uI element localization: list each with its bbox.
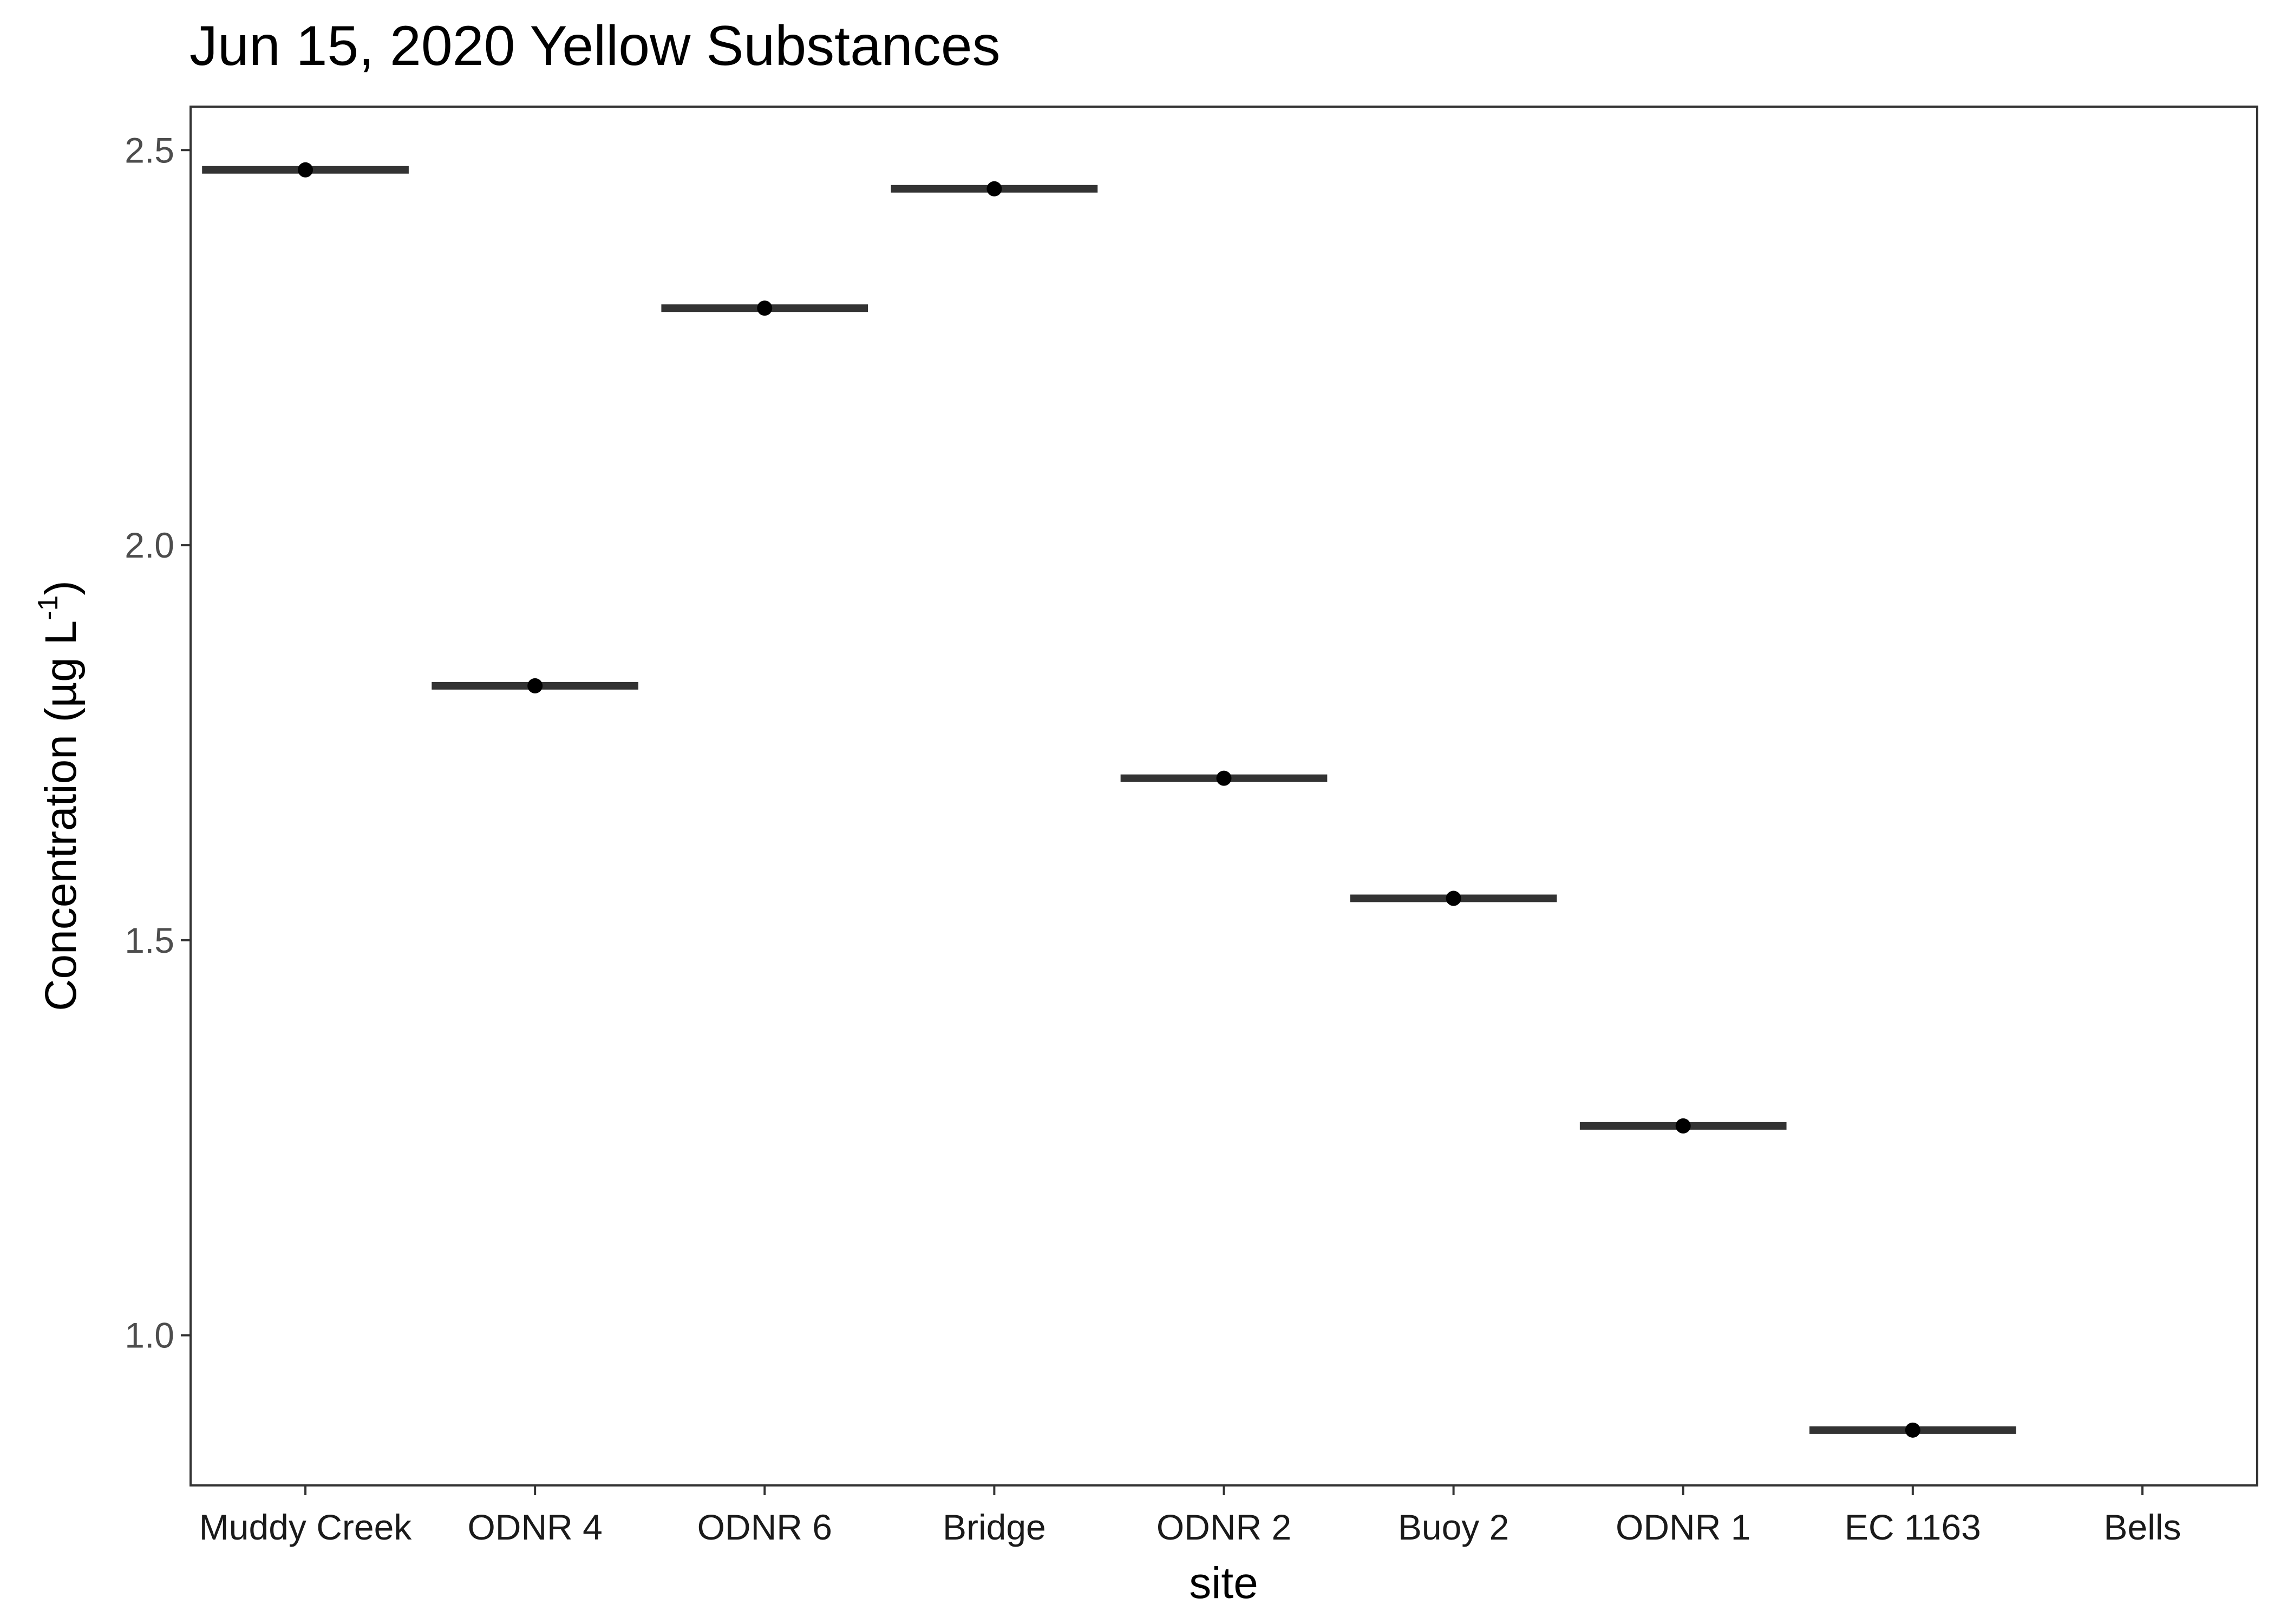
x-tick-label: ODNR 6: [697, 1507, 832, 1547]
x-tick-label: ODNR 4: [467, 1507, 602, 1547]
y-axis-title-close: ): [36, 580, 86, 595]
x-axis: Muddy Creek ODNR 4 ODNR 6 Bridge ODNR 2 Buoy …: [199, 1485, 2181, 1547]
data-point: [1216, 770, 1232, 786]
y-tick-label: 2.5: [125, 130, 174, 170]
data-point: [1446, 890, 1461, 906]
y-tick-label: 1.5: [125, 920, 174, 960]
y-axis-title: Concentration (µg L-1): [32, 580, 86, 1011]
chart-title: Jun 15, 2020 Yellow Substances: [190, 15, 1001, 77]
x-tick-label: Buoy 2: [1398, 1507, 1509, 1547]
x-tick-label: ODNR 2: [1156, 1507, 1291, 1547]
data-point: [527, 678, 543, 693]
y-tick-label: 2.0: [125, 525, 174, 565]
data-point: [986, 181, 1002, 197]
data-marks: [202, 162, 2016, 1438]
x-tick-label: EC 1163: [1845, 1507, 1981, 1547]
plot-panel: [190, 106, 2258, 1487]
y-tick-label: 1.0: [125, 1315, 174, 1355]
y-axis-title-superscript: -1: [32, 595, 64, 620]
y-axis: 1.0 1.5 2.0 2.5: [125, 130, 191, 1355]
data-point: [1905, 1422, 1920, 1438]
x-tick-label: ODNR 1: [1616, 1507, 1750, 1547]
data-point: [757, 300, 773, 316]
x-tick-label: Muddy Creek: [199, 1507, 412, 1547]
x-tick-label: Bridge: [943, 1507, 1046, 1547]
x-axis-title: site: [1189, 1558, 1258, 1608]
data-point: [298, 162, 313, 178]
x-tick-label: Bells: [2103, 1507, 2181, 1547]
data-point: [1675, 1118, 1691, 1134]
y-axis-title-main: Concentration (µg L: [36, 620, 86, 1011]
